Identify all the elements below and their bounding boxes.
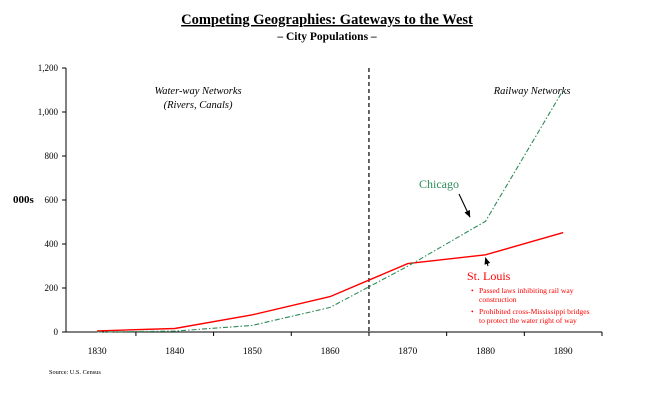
- region-label: Water-way Networks: [154, 86, 241, 97]
- stlouis-note-line: Passed laws inhibiting rail way: [479, 286, 574, 295]
- y-tick-label: 600: [45, 195, 59, 205]
- y-tick-label: 1,200: [38, 63, 59, 73]
- stlouis-arrow: [484, 257, 491, 267]
- region-label: Railway Networks: [493, 86, 571, 97]
- x-tick-label: 1850: [243, 347, 262, 357]
- x-tick-label: 1830: [88, 347, 107, 357]
- stlouis-label: St. Louis: [467, 269, 511, 283]
- region-label: (Rivers, Canals): [164, 100, 233, 111]
- stlouis-bullet-mark: •: [471, 286, 474, 295]
- annotations: Chicago St. Louis • Passed laws inhibiting …: [419, 177, 590, 325]
- y-tick-label: 1,000: [38, 107, 59, 117]
- stlouis-bullet-mark: •: [471, 307, 474, 316]
- chicago-label: Chicago: [419, 177, 459, 191]
- source-note: Source: U.S. Census: [49, 369, 101, 376]
- x-ticks: 1830 1840 1850 1860 1870 1880 1890: [88, 332, 603, 357]
- x-tick-label: 1890: [554, 347, 573, 357]
- x-tick-label: 1880: [476, 347, 495, 357]
- series-line-st-louis: [97, 231, 564, 332]
- y-ticks: 0 200 400 600 800 1,000 1,200: [38, 63, 66, 337]
- y-tick-label: 0: [54, 327, 59, 337]
- region-labels: Water-way Networks (Rivers, Canals) Railwa…: [154, 86, 570, 111]
- y-tick-label: 400: [45, 239, 59, 249]
- chart-subtitle: – City Populations –: [276, 31, 377, 43]
- series-group: [97, 89, 564, 333]
- series-line-chicago: [97, 89, 564, 333]
- x-tick-label: 1870: [398, 347, 417, 357]
- chicago-arrow: [458, 193, 471, 218]
- y-tick-label: 200: [45, 283, 59, 293]
- stlouis-note-line: Prohibited cross-Mississippi bridges: [479, 307, 590, 316]
- x-tick-label: 1860: [321, 347, 340, 357]
- y-tick-label: 800: [45, 151, 59, 161]
- y-axis-label: 000s: [13, 194, 35, 206]
- stlouis-note-line: to protect the water right of way: [479, 316, 577, 325]
- chart-title: Competing Geographies: Gateways to the W…: [181, 12, 473, 28]
- x-tick-label: 1840: [165, 347, 184, 357]
- stlouis-note-line: construction: [479, 295, 517, 304]
